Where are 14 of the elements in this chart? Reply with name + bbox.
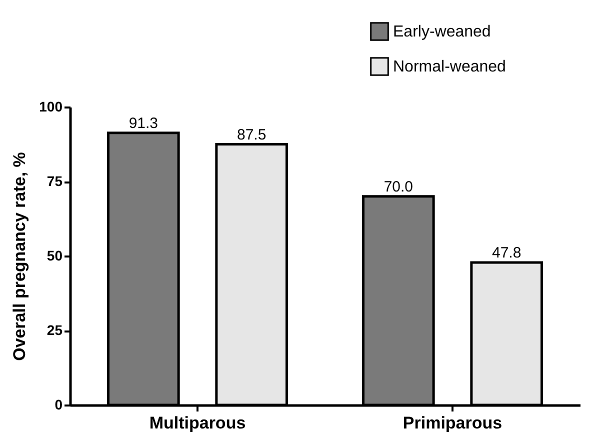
y-tick-label: 50 bbox=[46, 248, 63, 264]
y-tick-label: 100 bbox=[39, 98, 63, 114]
text: 70.0 bbox=[384, 178, 414, 196]
y-tick-label: 0 bbox=[54, 396, 63, 412]
text: 47.8 bbox=[492, 244, 522, 262]
text: 91.3 bbox=[128, 114, 158, 132]
legend-label: Early-weaned bbox=[393, 24, 491, 40]
x-tick-label: Multiparous bbox=[149, 414, 246, 432]
legend-label: Normal-weaned bbox=[393, 58, 506, 76]
y-tick-label: 25 bbox=[46, 322, 63, 338]
y-axis-title: Overall pregnancy rate, % bbox=[10, 152, 30, 361]
x-tick-label: Primiparous bbox=[402, 414, 502, 432]
text: 87.5 bbox=[236, 126, 266, 144]
y-tick-label: 75 bbox=[46, 173, 63, 189]
